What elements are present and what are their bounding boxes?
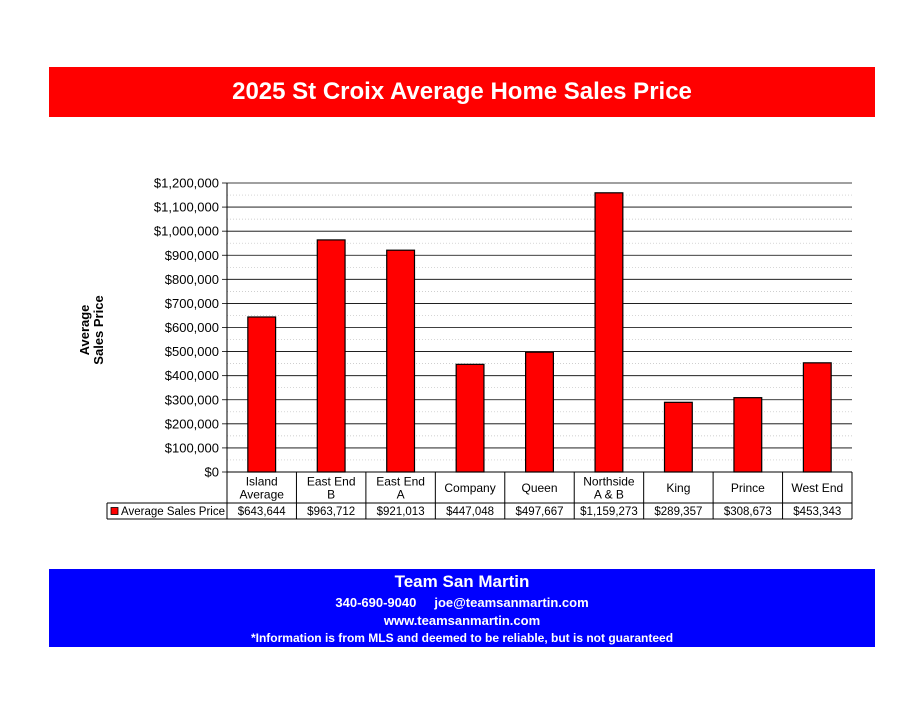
- x-category-label: Prince: [731, 481, 765, 495]
- y-tick-label: $500,000: [165, 344, 219, 359]
- bar: [247, 316, 277, 473]
- data-table-value: $963,712: [307, 506, 355, 518]
- y-tick-label: $200,000: [165, 416, 219, 431]
- bar: [733, 397, 763, 473]
- data-table-value: $447,048: [446, 506, 494, 518]
- x-category-label: B: [327, 488, 335, 502]
- data-table-value: $453,343: [793, 506, 841, 518]
- data-table-value: $289,357: [654, 506, 702, 518]
- data-table-value: $921,013: [377, 506, 425, 518]
- chart-title: 2025 St Croix Average Home Sales Price: [232, 78, 692, 105]
- y-tick-label: $400,000: [165, 368, 219, 383]
- data-table-value: $1,159,273: [580, 506, 638, 518]
- footer-website: www.teamsanmartin.com: [383, 613, 541, 628]
- chart-title-banner: 2025 St Croix Average Home Sales Price: [49, 67, 875, 117]
- data-table-value: $643,644: [238, 506, 287, 518]
- bar: [525, 351, 554, 473]
- x-category-label: Queen: [521, 481, 557, 495]
- x-category-label: East End: [307, 475, 356, 489]
- y-tick-label: $100,000: [165, 440, 219, 455]
- y-tick-label: $300,000: [165, 392, 219, 407]
- legend-key: [110, 507, 119, 515]
- x-category-label: Northside: [583, 475, 635, 489]
- y-tick-label: $1,200,000: [154, 176, 219, 191]
- footer-company-name: Team San Martin: [394, 572, 530, 591]
- bar: [316, 239, 346, 473]
- bar: [386, 249, 416, 473]
- x-category-label: Company: [444, 481, 495, 495]
- x-category-label: West End: [791, 481, 843, 495]
- data-table-value: $308,673: [724, 506, 772, 518]
- x-category-label: East End: [376, 475, 425, 489]
- data-table-value: $497,667: [516, 506, 564, 518]
- x-category-label: Average: [239, 488, 284, 502]
- x-category-label: King: [666, 481, 690, 495]
- footer-phone: 340-690-9040: [335, 595, 417, 610]
- y-tick-label: $1,100,000: [154, 200, 219, 215]
- x-category-label: A: [397, 488, 405, 502]
- legend-series-name: Average Sales Price: [121, 506, 225, 518]
- y-tick-label: $0: [205, 465, 219, 480]
- footer-banner: Team San Martin 340-690-9040 joe@teamsanm…: [49, 569, 875, 647]
- bar: [663, 401, 693, 473]
- y-tick-label: $600,000: [165, 320, 219, 335]
- y-tick-label: $700,000: [165, 296, 219, 311]
- bar: [455, 363, 485, 473]
- bar: [594, 192, 624, 473]
- y-tick-label: $1,000,000: [154, 224, 219, 239]
- y-tick-label: $800,000: [165, 272, 219, 287]
- footer-disclaimer: *Information is from MLS and deemed to b…: [250, 631, 674, 645]
- x-category-label: A & B: [594, 488, 624, 502]
- bar-chart: $0 $100,000 $200,000 $300,000 $400,000 $500,0…: [106, 176, 853, 520]
- footer-email: joe@teamsanmartin.com: [434, 595, 589, 610]
- bar: [802, 362, 832, 473]
- footer-contact: 340-690-9040 joe@teamsanmartin.com: [49, 595, 875, 610]
- y-tick-label: $900,000: [165, 248, 219, 263]
- x-category-label: Island: [246, 475, 278, 489]
